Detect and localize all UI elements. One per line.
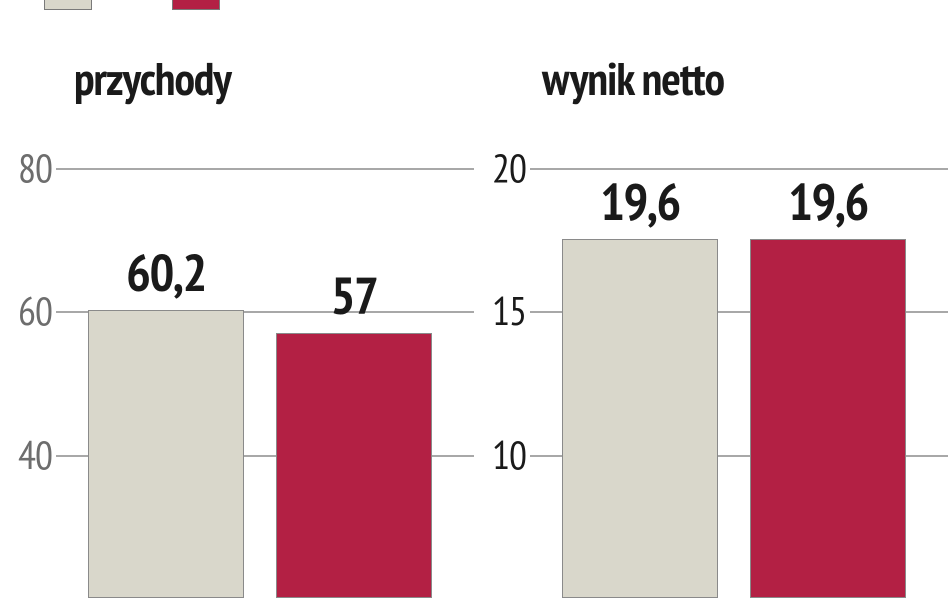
plot-area: 60,2 57 <box>56 168 464 598</box>
chart-revenue: przychody 40 60 80 60,2 57 <box>0 48 474 593</box>
legend <box>44 0 220 10</box>
y-axis: 40 60 80 <box>0 48 56 593</box>
y-axis: 10 15 20 <box>474 48 530 593</box>
y-tick-label: 15 <box>492 285 526 337</box>
bar-rect <box>276 333 432 598</box>
bar-rect <box>750 239 906 598</box>
bar-value-label: 19,6 <box>788 168 868 235</box>
bar-group: 60,2 57 <box>56 168 464 598</box>
bar-value-label: 60,2 <box>126 239 206 306</box>
bar-value-label: 19,6 <box>600 168 680 235</box>
bar: 19,6 <box>750 168 906 598</box>
bar: 60,2 <box>88 168 244 598</box>
bar-value-label: 57 <box>331 262 378 329</box>
y-tick-label: 10 <box>492 429 526 481</box>
charts-row: przychody40608060,257 wynik netto1015201… <box>0 48 948 593</box>
bar-group: 19,6 19,6 <box>530 168 938 598</box>
bar: 57 <box>276 168 432 598</box>
bar-rect <box>562 239 718 598</box>
y-tick-label: 20 <box>492 142 526 194</box>
chart-net: wynik netto 10 15 20 19,6 19,6 <box>474 48 948 593</box>
chart-title: przychody <box>74 48 231 108</box>
bar: 19,6 <box>562 168 718 598</box>
bar-rect <box>88 310 244 598</box>
y-tick-label: 40 <box>18 429 52 481</box>
plot-area: 19,6 19,6 <box>530 168 938 598</box>
chart-title: wynik netto <box>542 48 724 108</box>
legend-swatch-1 <box>44 0 92 10</box>
y-tick-label: 60 <box>18 285 52 337</box>
legend-swatch-2 <box>172 0 220 10</box>
y-tick-label: 80 <box>18 142 52 194</box>
